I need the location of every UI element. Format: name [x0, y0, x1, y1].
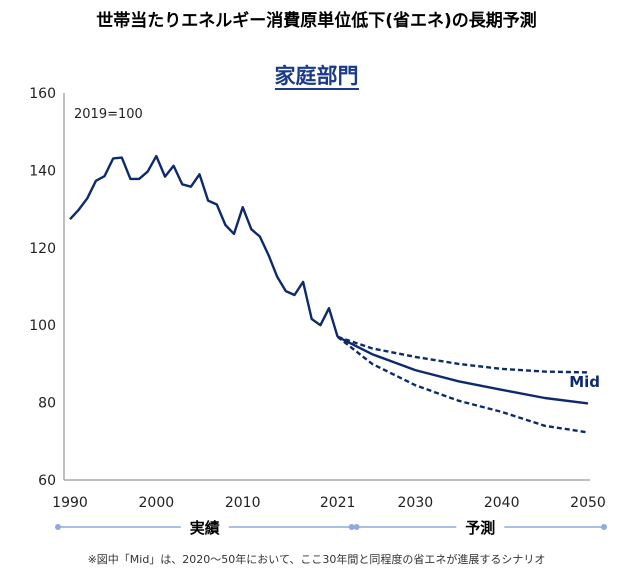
- series-line: [336, 335, 589, 434]
- y-tick-label: 160: [29, 86, 56, 102]
- timeline-dot: [353, 524, 360, 530]
- x-tick-label: 1990: [52, 495, 88, 511]
- timeline-label: 予測: [465, 519, 495, 537]
- timeline-dot: [348, 524, 355, 530]
- y-tick-label: 140: [29, 163, 56, 179]
- timeline-dot: [55, 524, 61, 530]
- chart-title: 世帯当たりエネルギー消費原単位低下(省エネ)の長期予測: [96, 11, 537, 31]
- footnote: ※図中「Mid」は、2020～50年において、ここ30年間と同程度の省エネが進展…: [87, 553, 546, 566]
- y-tick-label: 60: [38, 473, 56, 489]
- x-tick-label: 2030: [398, 495, 434, 511]
- base-year-annotation: 2019=100: [74, 107, 143, 122]
- x-tick-label: 2000: [139, 495, 175, 511]
- x-tick-label: 2040: [484, 495, 520, 511]
- timeline-label: 実績: [190, 519, 220, 537]
- y-tick-label: 80: [38, 396, 56, 412]
- x-tick-label: 2021: [320, 495, 356, 511]
- series-line: [337, 335, 589, 405]
- timeline-label-bg: [180, 517, 229, 537]
- subtitle-text: 家庭部門: [274, 64, 359, 90]
- timeline-label-bg: [456, 517, 505, 537]
- x-tick-label: 2010: [225, 495, 261, 511]
- chart-subtitle: 家庭部門: [0, 60, 633, 90]
- series-label-mid: Mid: [569, 373, 600, 391]
- series-line: [69, 154, 339, 338]
- y-tick-label: 120: [29, 241, 56, 257]
- timeline-dot: [601, 524, 607, 530]
- series-line: [337, 335, 589, 374]
- y-tick-label: 100: [29, 318, 56, 334]
- x-tick-label: 2050: [570, 495, 606, 511]
